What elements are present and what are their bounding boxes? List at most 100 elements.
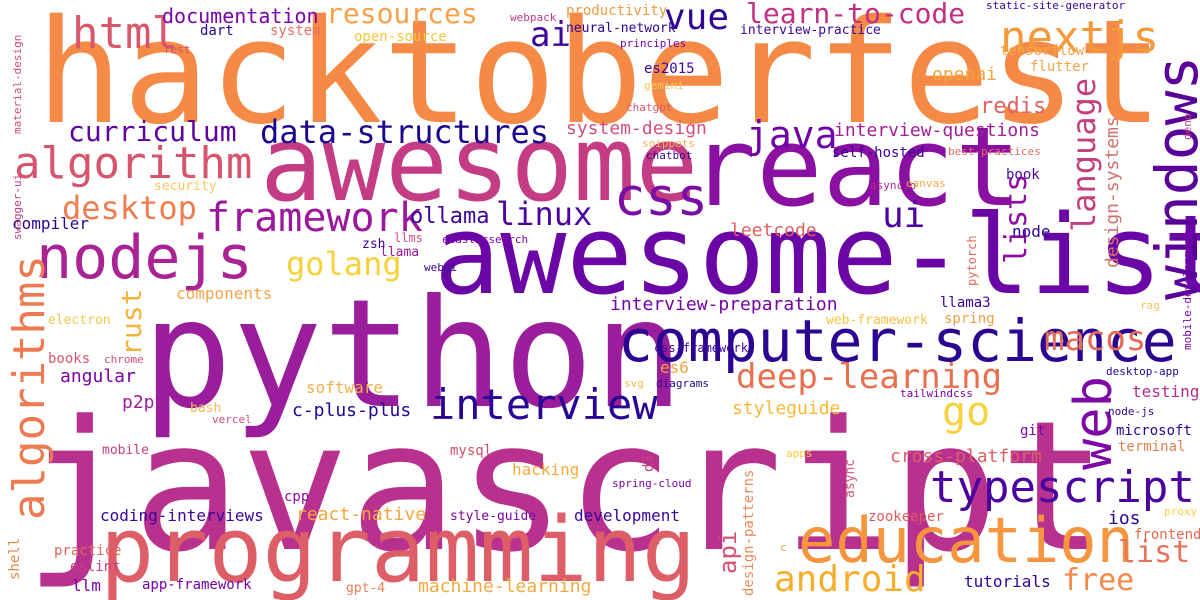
word-p2p: p2p	[122, 392, 155, 413]
word-books: books	[48, 351, 91, 367]
word-c-plus-plus: c-plus-plus	[292, 400, 412, 421]
word-hacktoberfest: hacktoberfest	[36, 0, 1164, 156]
word-curriculum: curriculum	[68, 115, 237, 148]
word-deep-learning: deep-learning	[736, 357, 1003, 397]
word-desktop-app: desktop-app	[1106, 365, 1179, 378]
word-diagrams: diagrams	[656, 377, 709, 390]
word-elasticsearch: elasticsearch	[442, 233, 529, 246]
word-language: language	[1065, 77, 1103, 232]
word-learn-to-code: learn-to-code	[746, 0, 966, 30]
word-tailwindcss: tailwindcss	[900, 387, 973, 400]
word-swagger-ui: swagger-ui	[11, 173, 24, 240]
word-spring: spring	[944, 311, 995, 327]
word-design-systems: design-systems	[1102, 116, 1123, 268]
word-leetcode: leetcode	[730, 220, 817, 241]
word-electron: electron	[48, 313, 111, 328]
word-interview-preparation: interview-preparation	[610, 294, 838, 315]
word-html: html	[72, 8, 178, 59]
word-proxy: proxy	[1164, 505, 1198, 518]
word-node-js: node-js	[1108, 405, 1155, 418]
word-software: software	[306, 378, 384, 397]
word-rust: rust	[115, 288, 148, 356]
word-nextjs: nextjs	[1000, 12, 1159, 63]
word-frontend: frontend	[1134, 527, 1200, 543]
word-awesome: awesome	[260, 103, 699, 225]
word-deno: deno	[1181, 113, 1194, 141]
word-pytorch: pytorch	[965, 235, 979, 286]
word-principles: principles	[620, 37, 687, 50]
word-programming: programming	[100, 498, 697, 600]
word-dart: dart	[200, 23, 234, 39]
word-css: css	[614, 168, 708, 228]
word-apps: apps	[786, 447, 813, 460]
word-webpack: webpack	[510, 11, 557, 24]
word-d3: d3	[641, 455, 657, 472]
word-canvas: canvas	[906, 177, 946, 190]
word-terminal: terminal	[1118, 439, 1186, 455]
word-framework: framework	[206, 195, 423, 241]
word-app-framework: app-framework	[142, 577, 252, 593]
word-system-design: system-design	[566, 118, 707, 139]
word-llama3: llama3	[940, 295, 991, 311]
word-security: security	[154, 179, 217, 194]
word-desktop: desktop	[62, 189, 197, 227]
word-neural-network: neural-network	[566, 21, 676, 36]
word-svg: svg	[624, 377, 644, 390]
word-java: java	[746, 113, 838, 157]
word-style-guide: style-guide	[450, 509, 537, 524]
word-free: free	[1062, 563, 1135, 598]
word-eslint: eslint	[70, 559, 121, 575]
word-education: education	[798, 504, 1134, 577]
word-microsoft: microsoft	[1116, 423, 1192, 439]
word-web-framework: web-framework	[826, 313, 928, 328]
word-llms: llms	[394, 231, 423, 245]
word-components: components	[176, 284, 273, 303]
word-list: list	[1118, 535, 1191, 570]
word-computer-science: computer-science	[618, 307, 1177, 375]
word-testing: testing	[1132, 382, 1200, 401]
word-typescript: typescript	[930, 462, 1195, 513]
word-ios: ios	[1108, 508, 1141, 529]
word-tutorials: tutorials	[964, 572, 1051, 591]
word-redis: redis	[980, 94, 1047, 119]
word-material-design: material-design	[11, 34, 24, 134]
word-ai: ai	[530, 15, 571, 55]
word-python: python	[142, 268, 684, 442]
word-es6: es6	[660, 358, 689, 377]
word-linux: linux	[496, 195, 593, 233]
word-lists: lists	[999, 173, 1034, 264]
word-asyncio: asyncio	[870, 179, 917, 192]
word-c: c	[780, 541, 787, 554]
word-zsh: zsh	[362, 237, 386, 252]
word-shell: shell	[7, 537, 23, 580]
word-git: git	[1020, 423, 1046, 439]
word-gpt-4: gpt-4	[346, 581, 386, 596]
word-api: api	[714, 530, 742, 574]
word-cpp: cpp	[284, 489, 310, 505]
word-react: react	[690, 103, 1022, 231]
word-android: android	[774, 559, 926, 600]
word-interview-practice: interview-practice	[740, 23, 881, 38]
word-rest: rest	[164, 43, 191, 56]
word-ollama: ollama	[410, 204, 490, 229]
word-interview: interview	[430, 380, 658, 429]
word-llm: llm	[72, 576, 101, 595]
word-system: system	[270, 23, 321, 39]
word-documentation: documentation	[162, 4, 319, 28]
word-rag: rag	[1140, 299, 1160, 312]
word-ui: ui	[882, 195, 926, 236]
word-llama: llama	[380, 245, 420, 260]
word-mobile-development: mobile-development	[1181, 230, 1194, 350]
word-golang: golang	[286, 245, 402, 283]
word-open-source: open-source	[354, 29, 447, 45]
word-vue: vue	[664, 0, 730, 38]
word-algorithms: algorithms	[4, 255, 55, 520]
word-go: go	[942, 389, 991, 435]
word-chatbot: chatbot	[646, 149, 693, 162]
word-compiler: compiler	[12, 214, 90, 233]
word-css-framework: css-framework	[654, 341, 748, 355]
word-webui: webui	[424, 261, 458, 274]
word-bash: bash	[190, 401, 222, 416]
word-vercel: vercel	[212, 413, 252, 426]
word-book: book	[1006, 167, 1040, 183]
